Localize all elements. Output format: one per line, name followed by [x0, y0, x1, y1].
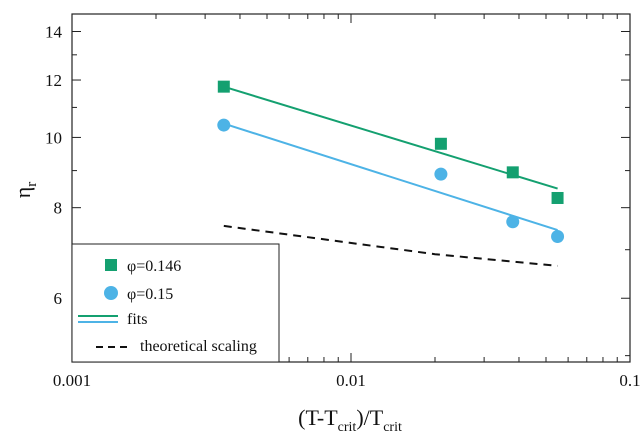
y-axis-title: ηr	[10, 182, 40, 199]
data-point-circle	[434, 167, 448, 181]
data-point-square	[217, 80, 230, 93]
data-point-circle	[506, 215, 520, 229]
x-tick-label: 0.1	[619, 371, 640, 390]
legend-label-phi-0146: φ=0.146	[127, 258, 181, 275]
y-axis-title-sub: r	[24, 182, 40, 187]
y-tick-label: 10	[45, 128, 62, 147]
data-point-circle	[217, 118, 231, 132]
x-axis-title-part2: )/T	[356, 405, 383, 430]
y-tick-label: 8	[54, 199, 63, 218]
legend-label-phi-015: φ=0.15	[127, 286, 173, 303]
y-tick-label: 12	[45, 71, 62, 90]
x-axis-title-part1: (T-T	[298, 405, 338, 430]
legend-label-theoretical-scaling: theoretical scaling	[140, 338, 257, 355]
legend: φ=0.146 φ=0.15 fits theoretical scaling	[71, 243, 280, 363]
fit-line-0	[223, 85, 558, 190]
x-tick-label: 0.01	[336, 371, 366, 390]
data-point-square	[506, 166, 519, 179]
y-axis-title-base: η	[10, 187, 35, 199]
x-axis-title-sub2: crit	[383, 420, 402, 435]
x-tick-label: 0.001	[53, 371, 91, 390]
y-tick-label: 6	[54, 289, 63, 308]
series-lines	[223, 85, 558, 267]
tick-labels: 0.001 0.01 0.1 6 8 10 12 14	[45, 22, 640, 390]
theoretical-scaling-line	[223, 224, 558, 267]
data-point-circle	[551, 230, 565, 244]
fit-line-1	[223, 122, 558, 232]
legend-marker-square	[105, 259, 117, 271]
data-point-square	[434, 137, 447, 150]
series-markers	[217, 80, 565, 244]
x-axis-title: (T-Tcrit)/Tcrit	[298, 405, 402, 435]
legend-label-fits: fits	[127, 311, 147, 328]
y-tick-label: 14	[45, 22, 63, 41]
data-point-square	[551, 191, 564, 204]
x-axis-title-sub1: crit	[338, 420, 357, 435]
legend-marker-circle	[104, 286, 118, 300]
